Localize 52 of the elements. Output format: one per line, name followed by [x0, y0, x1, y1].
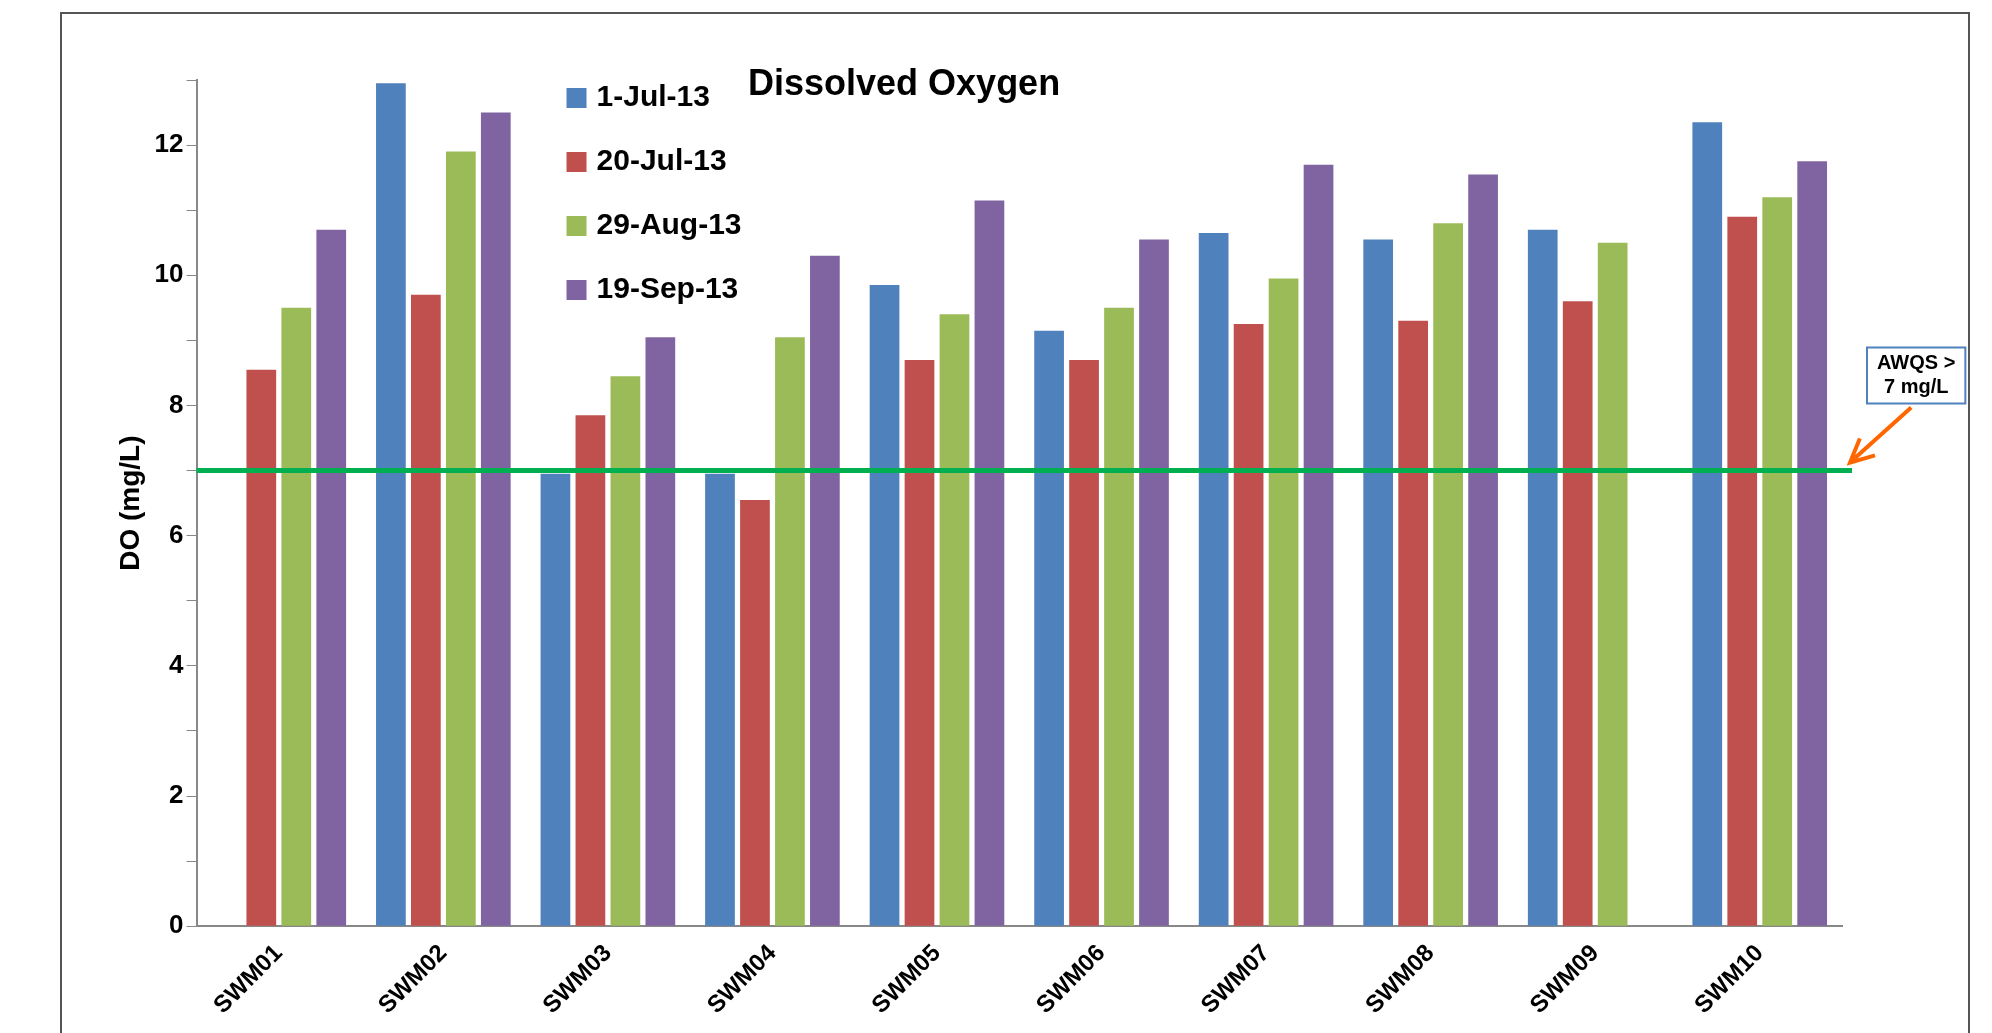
- bar: [1727, 216, 1758, 926]
- bar: [1597, 242, 1628, 926]
- bar: [1762, 197, 1793, 926]
- y-tick-label: 12: [154, 128, 184, 159]
- y-tick-label: 2: [169, 779, 184, 810]
- y-tick-label: 6: [169, 518, 184, 549]
- bar: [1797, 161, 1828, 926]
- bar: [1692, 122, 1723, 926]
- bar: [1398, 320, 1429, 926]
- bar: [1468, 174, 1498, 926]
- bar: [281, 307, 312, 926]
- y-tick-label: 8: [169, 388, 184, 419]
- y-tick-label: 10: [154, 258, 184, 289]
- bar: [246, 369, 277, 926]
- bar: [1198, 232, 1229, 926]
- bar: [610, 376, 641, 926]
- bar: [316, 229, 347, 926]
- bar: [480, 112, 511, 926]
- bar: [540, 473, 571, 926]
- bar: [1268, 278, 1299, 926]
- bar: [974, 200, 1005, 926]
- bar: [740, 499, 770, 926]
- legend-label: 20-Jul-13: [596, 143, 727, 177]
- bar: [869, 285, 900, 926]
- bar: [1527, 229, 1558, 926]
- bar: [1233, 324, 1264, 926]
- bar: [1069, 359, 1099, 926]
- legend-label: 19-Sep-13: [596, 271, 739, 305]
- bar: [1034, 330, 1064, 926]
- bar: [411, 294, 441, 926]
- y-tick-label: 0: [169, 909, 184, 940]
- bar: [939, 314, 970, 926]
- bar: [1363, 239, 1394, 926]
- bar: [1104, 307, 1134, 926]
- bar: [904, 359, 935, 926]
- legend-label: 1-Jul-13: [596, 79, 710, 113]
- bar: [445, 151, 476, 926]
- bar: [1139, 239, 1169, 926]
- y-tick-label: 4: [169, 649, 185, 680]
- bar: [376, 83, 406, 926]
- bar: [1303, 164, 1334, 926]
- chart-title: Dissolved Oxygen: [748, 61, 1061, 103]
- bar: [575, 415, 606, 926]
- bar: [1562, 301, 1593, 926]
- ref-line-label: AWQS > 7 mg/L: [1877, 351, 1956, 398]
- bar: [1433, 223, 1463, 926]
- bar: [705, 473, 735, 926]
- bar: [775, 337, 805, 926]
- legend-label: 29-Aug-13: [596, 207, 742, 241]
- bar: [810, 255, 840, 926]
- y-axis-title: DO (mg/L): [113, 435, 145, 571]
- bar: [645, 337, 676, 926]
